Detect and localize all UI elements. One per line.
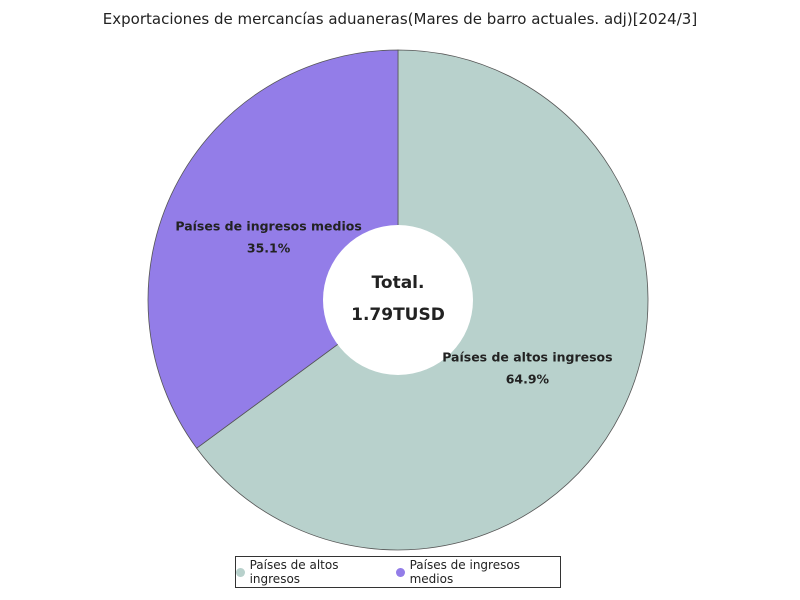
chart-title: Exportaciones de mercancías aduaneras(Ma… [102,10,698,28]
center-total-title: Total. [372,273,425,293]
chart-legend: Países de altos ingresos Países de ingre… [235,556,561,588]
slice-percent-label-0: 64.9% [506,371,550,386]
legend-label-high-income: Países de altos ingresos [249,558,339,586]
legend-label-middle-income: Países de ingresos medios [409,558,520,586]
slice-name-label-1: Países de ingresos medios [175,219,361,234]
legend-swatch-high-income [236,567,245,577]
pie-slice-1[interactable] [147,49,399,449]
legend-item-middle-income[interactable]: Países de ingresos medios [396,558,560,586]
slice-name-label-0: Países de altos ingresos [442,349,612,364]
slice-percent-label-1: 35.1% [247,241,291,256]
center-total-value: 1.79TUSD [351,305,445,325]
donut-hole [323,225,473,375]
legend-swatch-middle-income [396,567,405,577]
donut-chart: Países de altos ingresos 64.9% Países de i… [147,49,649,551]
legend-item-high-income[interactable]: Países de altos ingresos [236,558,386,586]
slice-labels: Países de altos ingresos 64.9% Países de i… [175,219,612,387]
